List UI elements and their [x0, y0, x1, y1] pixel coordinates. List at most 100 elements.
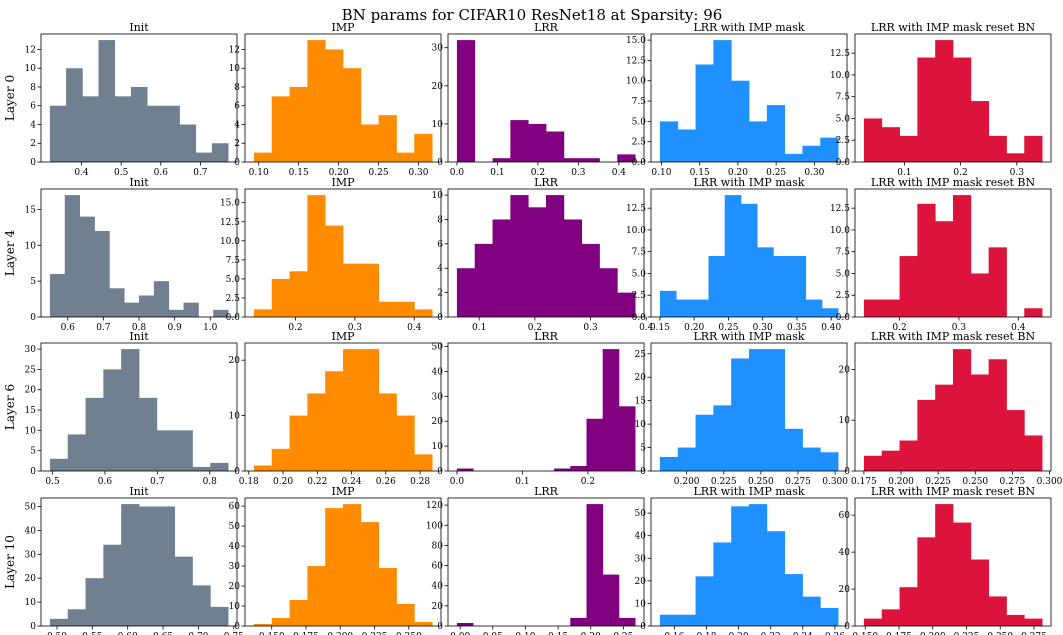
x-tick-label: 0.20 [729, 632, 749, 635]
histogram-bar [881, 127, 900, 162]
histogram-bar [724, 195, 742, 317]
histogram-bar [618, 406, 636, 471]
histogram-bar [881, 450, 900, 471]
y-tick-label: 40 [25, 526, 37, 536]
subplot-title: LRR [534, 330, 559, 343]
x-tick-label: 0.150 [259, 632, 285, 635]
y-tick-label: 5 [30, 447, 36, 457]
x-tick-label: 0.3 [571, 168, 586, 178]
x-tick-label: 0.1 [490, 168, 504, 178]
y-tick-label: 10.0 [220, 237, 240, 247]
y-tick-label: 7.5 [632, 97, 647, 107]
x-tick-label: 0.200 [920, 632, 946, 635]
x-tick-label: 0.25 [766, 168, 786, 178]
histogram-bar [153, 281, 170, 317]
x-tick-label: 0.3 [583, 323, 598, 333]
histogram-bar [343, 263, 362, 317]
x-tick-label: 0.0 [450, 477, 465, 487]
histogram-bar [820, 607, 839, 626]
x-tick-label: 0.35 [787, 323, 807, 333]
y-tick-label: 2 [234, 139, 240, 149]
y-tick-label: 30 [432, 44, 444, 54]
y-tick-label: 7.5 [226, 256, 241, 266]
histogram-bar [820, 137, 839, 162]
y-tick-label: 20 [432, 82, 444, 92]
histogram-bar [713, 40, 732, 162]
y-tick-label: 4 [437, 264, 443, 274]
x-tick-label: 0.150 [852, 632, 878, 635]
histogram-bar [210, 462, 229, 471]
histogram-bar [103, 544, 122, 626]
y-tick-label: 0 [437, 622, 443, 632]
histogram-bar [731, 358, 750, 471]
histogram-bar [289, 415, 308, 471]
y-tick-label: 5.0 [632, 269, 647, 279]
histogram-bar [79, 216, 95, 317]
y-tick-label: 2.5 [226, 294, 241, 304]
histogram-bar [139, 295, 155, 317]
histogram-bar [659, 121, 679, 162]
histogram-bar [121, 504, 140, 626]
histogram-panel: 0.1 0.2 0.3 0.0 2.5 5.0 7.5 10.0 12.5 LRR with IM… [830, 21, 1052, 178]
histogram-bar [749, 121, 768, 162]
histogram-bar [1024, 135, 1043, 162]
histogram-bar [378, 568, 397, 626]
y-tick-label: 2 [30, 139, 36, 149]
y-tick-label: 10 [25, 64, 37, 74]
histogram-bar [253, 152, 273, 162]
x-tick-label: 0.7 [193, 168, 208, 178]
histogram-bar [820, 452, 839, 471]
y-tick-label: 10 [635, 599, 647, 609]
histogram-bar [307, 195, 326, 317]
x-tick-label: 0.6 [61, 323, 76, 333]
y-tick-label: 12.5 [830, 49, 850, 59]
y-tick-label: 0 [30, 158, 36, 168]
histogram-bar [510, 195, 529, 317]
axes-frame [244, 188, 442, 318]
y-tick-label: 20 [229, 356, 241, 366]
x-tick-label: 0.25 [369, 168, 389, 178]
y-tick-label: 12 [25, 45, 36, 55]
x-tick-label: 0.2 [953, 168, 967, 178]
x-tick-label: 0.26 [825, 632, 845, 635]
subplot-title: IMP [331, 176, 355, 189]
x-tick-label: 0.4 [612, 168, 627, 178]
subplot-title: IMP [331, 485, 355, 498]
histogram-bar [139, 506, 158, 626]
x-tick-label: 0.1 [897, 168, 911, 178]
histogram-bar [935, 384, 954, 471]
y-tick-label: 50 [229, 522, 241, 532]
histogram-bar [174, 430, 193, 471]
y-tick-label: 40 [432, 582, 444, 592]
y-tick-label: 6 [234, 102, 240, 112]
x-tick-label: 0.20 [728, 168, 748, 178]
histogram-bar [677, 447, 696, 471]
histogram-bar [988, 135, 1007, 162]
histogram-bar [766, 105, 786, 162]
histogram-bar [456, 268, 476, 317]
x-tick-label: 0.15 [289, 168, 309, 178]
y-tick-label: 0 [844, 622, 850, 632]
x-tick-label: 0.3 [348, 323, 363, 333]
histogram-bar [414, 309, 433, 317]
axes-frame [244, 342, 442, 472]
histogram-bar [289, 600, 308, 626]
row-label: Layer 10 [3, 535, 17, 589]
y-tick-label: 60 [229, 502, 241, 512]
x-tick-label: 0.275 [1000, 477, 1026, 487]
y-tick-label: 10 [432, 120, 444, 130]
histogram-bar [546, 131, 565, 162]
histogram-bar [130, 86, 148, 162]
x-tick-label: 0.300 [822, 477, 848, 487]
histogram-bar [749, 349, 768, 471]
y-tick-label: 50 [25, 502, 37, 512]
x-tick-label: 0.24 [342, 477, 362, 487]
x-tick-label: 0.16 [664, 632, 684, 635]
x-tick-label: 0.175 [851, 477, 877, 487]
histogram-bar [49, 618, 69, 626]
x-tick-label: 0.15 [690, 168, 710, 178]
x-tick-label: 0.200 [327, 632, 353, 635]
y-tick-label: 30 [229, 562, 241, 572]
